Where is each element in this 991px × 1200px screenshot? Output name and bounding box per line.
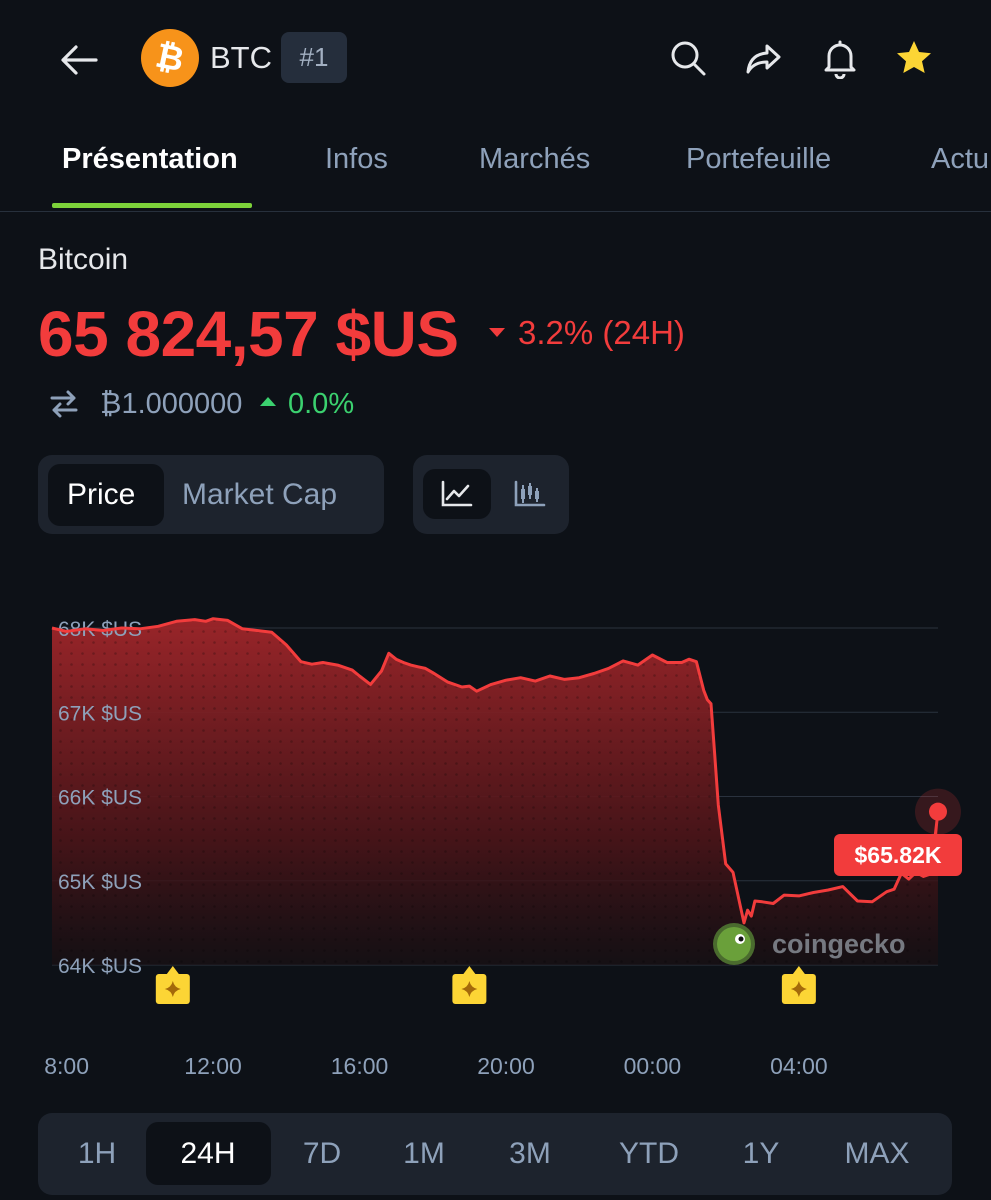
line-chart-button[interactable] xyxy=(423,469,491,519)
price-toggle[interactable]: Price xyxy=(67,478,136,511)
tab-presentation[interactable]: Présentation xyxy=(62,143,238,175)
share-button[interactable] xyxy=(742,36,786,80)
coin-logo: ₿ xyxy=(141,29,199,87)
search-button[interactable] xyxy=(666,36,710,80)
current-price-tag-label: $65.82K xyxy=(855,842,942,868)
coin-name: Bitcoin xyxy=(38,243,129,276)
x-tick-label: 20:00 xyxy=(477,1053,535,1079)
y-tick-label: 65K $US xyxy=(58,871,142,894)
x-tick-label: 12:00 xyxy=(184,1053,242,1079)
sparkle-icon xyxy=(461,981,478,997)
range-max[interactable]: MAX xyxy=(844,1137,910,1170)
sparkle-icon xyxy=(790,981,807,997)
star-icon xyxy=(897,41,931,73)
btc-amount: ₿1.000000 xyxy=(100,388,243,420)
y-tick-label: 64K $US xyxy=(58,955,142,978)
event-marker[interactable] xyxy=(452,966,487,1004)
coingecko-watermark: coingecko xyxy=(713,923,906,965)
range-1m[interactable]: 1M xyxy=(403,1137,445,1170)
line-chart-icon xyxy=(441,480,473,507)
tab-marches[interactable]: Marchés xyxy=(479,143,591,175)
up-triangle-icon xyxy=(260,397,276,406)
candlestick-icon xyxy=(514,480,546,507)
currency-swap-button[interactable] xyxy=(46,386,82,422)
bell-icon xyxy=(824,40,856,79)
tab-infos[interactable]: Infos xyxy=(325,143,388,175)
x-tick-label: 00:00 xyxy=(623,1053,682,1079)
event-marker[interactable] xyxy=(155,966,190,1004)
tab-actu[interactable]: Actu xyxy=(931,143,990,175)
favorite-button[interactable] xyxy=(892,36,936,80)
range-7d[interactable]: 7D xyxy=(302,1137,342,1170)
sparkle-icon xyxy=(164,981,181,997)
back-arrow-icon xyxy=(61,45,98,75)
range-24h[interactable]: 24H xyxy=(180,1137,236,1170)
candlestick-chart-button[interactable] xyxy=(500,469,560,519)
price-change-24h: 3.2% (24H) xyxy=(518,314,685,351)
btc-change: 0.0% xyxy=(288,388,355,420)
tabs-divider xyxy=(0,211,991,212)
swap-arrows-icon xyxy=(50,390,78,418)
down-triangle-icon xyxy=(489,328,505,337)
current-point xyxy=(929,802,947,821)
active-tab-indicator xyxy=(52,203,252,208)
range-1y[interactable]: 1Y xyxy=(742,1137,780,1170)
bitcoin-icon: ₿ xyxy=(152,35,188,81)
x-tick-label: 16:00 xyxy=(330,1053,389,1079)
y-tick-label: 67K $US xyxy=(58,702,142,725)
current-price: 65 824,57 $US xyxy=(38,298,459,370)
x-tick-label: 04:00 xyxy=(770,1053,828,1079)
current-price-tag xyxy=(834,834,962,876)
time-range-active-bg xyxy=(146,1122,271,1185)
y-tick-label: 66K $US xyxy=(58,787,142,810)
alert-button[interactable] xyxy=(818,36,862,80)
price-area-dots xyxy=(52,618,938,965)
price-line xyxy=(51,617,940,925)
range-ytd[interactable]: YTD xyxy=(619,1137,679,1170)
rank-badge: #1 xyxy=(281,32,347,83)
range-1h[interactable]: 1H xyxy=(77,1137,117,1170)
market-cap-toggle[interactable]: Market Cap xyxy=(182,478,338,511)
share-icon xyxy=(746,44,781,74)
event-marker[interactable] xyxy=(781,966,816,1004)
range-3m[interactable]: 3M xyxy=(509,1137,551,1170)
search-icon xyxy=(671,41,706,76)
x-tick-label: 8:00 xyxy=(44,1053,90,1079)
metric-toggle-active-bg xyxy=(48,464,164,526)
tab-portefeuille[interactable]: Portefeuille xyxy=(686,143,832,175)
watermark-text: coingecko xyxy=(772,929,906,959)
back-button[interactable] xyxy=(56,36,104,84)
coin-symbol: BTC xyxy=(210,40,272,75)
